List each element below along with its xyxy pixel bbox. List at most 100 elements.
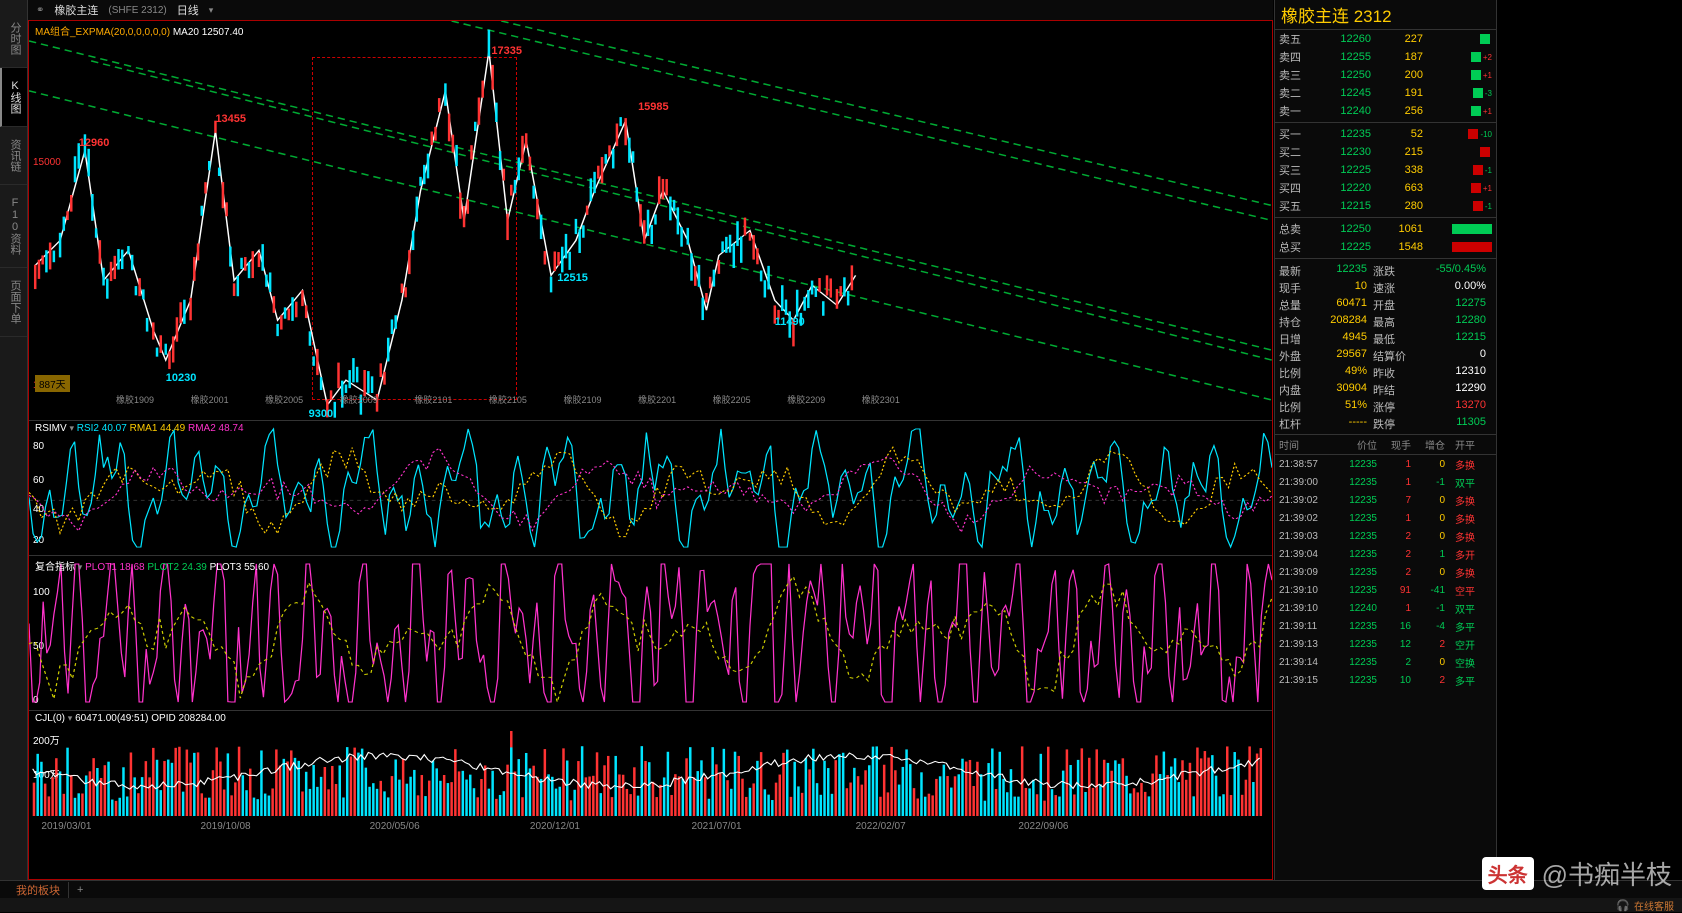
contract-label: 橡胶2301 [862, 393, 900, 406]
y-tick: 0 [33, 695, 39, 706]
right-quote-panel: 橡胶主连 2312 卖五 12260 227 卖四 12255 187 +2卖三… [1274, 0, 1497, 880]
order-row[interactable]: 卖四 12255 187 +2 [1275, 48, 1496, 66]
footer: 我的板块 + [0, 880, 1682, 898]
composite-plot-svg [29, 556, 1272, 710]
y-tick: 50 [33, 641, 44, 652]
y-tick: 80 [33, 441, 44, 452]
trade-row: 21:39:14 12235 2 0 空换 [1275, 653, 1496, 671]
price-annotation: 11490 [775, 316, 805, 328]
x-tick: 2019/03/01 [41, 821, 91, 832]
price-annotation: 12515 [557, 272, 588, 284]
online-service-link[interactable]: 在线客服 [1634, 898, 1674, 913]
panel-title: 橡胶主连 2312 [1275, 0, 1496, 30]
trade-row: 21:39:04 12235 2 1 多开 [1275, 545, 1496, 563]
period-label[interactable]: 日线 [177, 2, 199, 18]
x-tick: 2022/09/06 [1018, 821, 1068, 832]
totals-container: 总卖 12250 1061 总买 12225 1548 [1275, 220, 1496, 256]
trade-row: 21:39:09 12235 2 0 多换 [1275, 563, 1496, 581]
order-row[interactable]: 买五 12215 280 -1 [1275, 197, 1496, 215]
order-row[interactable]: 买二 12230 215 [1275, 143, 1496, 161]
order-row[interactable]: 卖二 12245 191 -3 [1275, 84, 1496, 102]
price-annotation: 15985 [638, 101, 669, 113]
volume-legend: CJL(0) ▾ 60471.00(49:51) OPID 208284.00 [35, 713, 226, 724]
order-total-row: 总卖 12250 1061 [1275, 220, 1496, 238]
tab-news[interactable]: 资讯链 [0, 127, 27, 185]
order-row[interactable]: 卖一 12240 256 +1 [1275, 102, 1496, 120]
x-axis: 2019/03/01 2019/10/08 2020/05/06 2020/12/01… [29, 816, 1272, 836]
trade-row: 21:39:02 12235 1 0 多换 [1275, 509, 1496, 527]
bids-container: 买一 12235 52 -10买二 12230 215 买三 12225 338… [1275, 125, 1496, 215]
symbol-name[interactable]: 橡胶主连 [54, 2, 98, 18]
trade-row: 21:39:02 12235 7 0 多换 [1275, 491, 1496, 509]
tab-timeshare[interactable]: 分时图 [0, 10, 27, 68]
order-row[interactable]: 卖五 12260 227 [1275, 30, 1496, 48]
main-chart-area: ⚭ 橡胶主连 (SHFE 2312) 日线 ▾ MA组合_EXPMA(20,0,… [28, 0, 1273, 880]
asks-container: 卖五 12260 227 卖四 12255 187 +2卖三 12250 200… [1275, 30, 1496, 120]
price-chart[interactable]: MA组合_EXPMA(20,0,0,0,0,0) MA20 12507.40 1… [29, 21, 1272, 421]
rsi-chart[interactable]: RSIMV ▾ RSI2 40.07 RMA1 44.49 RMA2 48.74… [29, 421, 1272, 556]
contract-label: 橡胶2009 [340, 393, 378, 406]
trades-container: 21:38:57 12235 1 0 多换21:39:00 12235 1 -1… [1275, 455, 1496, 689]
y-tick: 100 [33, 587, 50, 598]
tab-f10[interactable]: F10资料 [0, 185, 27, 268]
composite-chart[interactable]: 复合指标 ▾ PLOT1 18.68 PLOT2 24.39 PLOT3 55.… [29, 556, 1272, 711]
contract-label: 橡胶2109 [563, 393, 601, 406]
chevron-down-icon[interactable]: ▾ [68, 713, 73, 723]
trade-row: 21:39:15 12235 10 2 多平 [1275, 671, 1496, 689]
x-tick: 2022/02/07 [856, 821, 906, 832]
trade-row: 21:39:11 12235 16 -4 多平 [1275, 617, 1496, 635]
watermark-author: @书痴半枝 [1542, 855, 1672, 892]
tab-order[interactable]: 页面下单 [0, 268, 27, 337]
y-tick: 200万 [33, 732, 60, 747]
contract-label: 橡胶2001 [191, 393, 229, 406]
days-badge: 887天 [35, 375, 70, 392]
drawn-rectangle[interactable] [312, 57, 517, 400]
contract-label: 橡胶2101 [414, 393, 452, 406]
trade-row: 21:39:10 12240 1 -1 双平 [1275, 599, 1496, 617]
price-annotation: 9300 [309, 408, 333, 420]
contract-label: 橡胶2201 [638, 393, 676, 406]
y-tick: 100万 [33, 766, 60, 781]
price-annotation: 10230 [166, 372, 197, 384]
contract-label: 橡胶1909 [116, 393, 154, 406]
order-row[interactable]: 买一 12235 52 -10 [1275, 125, 1496, 143]
price-annotation: 12960 [79, 137, 110, 149]
order-row[interactable]: 卖三 12250 200 +1 [1275, 66, 1496, 84]
order-row[interactable]: 买四 12220 663 +1 [1275, 179, 1496, 197]
price-annotation: 13455 [215, 113, 246, 125]
contract-label: 橡胶2005 [265, 393, 303, 406]
trade-row: 21:39:10 12235 91 -41 空平 [1275, 581, 1496, 599]
trade-row: 21:39:13 12235 12 2 空开 [1275, 635, 1496, 653]
composite-legend: 复合指标 ▾ PLOT1 18.68 PLOT2 24.39 PLOT3 55.… [35, 558, 269, 573]
chevron-down-icon[interactable]: ▾ [69, 423, 74, 433]
y-tick: 40 [33, 504, 44, 515]
x-tick: 2019/10/08 [201, 821, 251, 832]
left-sidebar: 分时图 K线图 资讯链 F10资料 页面下单 [0, 0, 28, 880]
watermark-badge: 头条 [1482, 857, 1534, 890]
y-tick: 60 [33, 475, 44, 486]
order-row[interactable]: 买三 12225 338 -1 [1275, 161, 1496, 179]
contract-label: 橡胶2209 [787, 393, 825, 406]
x-tick: 2020/05/06 [370, 821, 420, 832]
ma-legend: MA组合_EXPMA(20,0,0,0,0,0) MA20 12507.40 [35, 23, 243, 38]
trade-row: 21:39:00 12235 1 -1 双平 [1275, 473, 1496, 491]
contract-label: 橡胶2105 [489, 393, 527, 406]
chevron-down-icon[interactable]: ▾ [209, 5, 214, 16]
status-bar: 🎧 在线客服 [0, 898, 1682, 912]
chevron-down-icon[interactable]: ▾ [78, 562, 83, 572]
footer-tab-myboard[interactable]: 我的板块 [8, 882, 69, 898]
symbol-code: (SHFE 2312) [108, 5, 166, 16]
add-tab-button[interactable]: + [69, 884, 91, 896]
price-annotation: 17335 [491, 45, 522, 57]
trade-row: 21:38:57 12235 1 0 多换 [1275, 455, 1496, 473]
y-tick: 15000 [33, 157, 61, 168]
info-grid: 最新12235 涨跌-55/0.45%现手10 速涨0.00%总量60471 开… [1275, 261, 1496, 434]
trade-row: 21:39:03 12235 2 0 多换 [1275, 527, 1496, 545]
x-tick: 2021/07/01 [692, 821, 742, 832]
headphone-icon[interactable]: 🎧 [1616, 899, 1630, 912]
volume-chart[interactable]: CJL(0) ▾ 60471.00(49:51) OPID 208284.00 … [29, 711, 1272, 816]
link-icon[interactable]: ⚭ [36, 5, 44, 16]
x-tick: 2020/12/01 [530, 821, 580, 832]
tab-kline[interactable]: K线图 [0, 68, 27, 127]
chart-container[interactable]: MA组合_EXPMA(20,0,0,0,0,0) MA20 12507.40 1… [28, 20, 1273, 880]
